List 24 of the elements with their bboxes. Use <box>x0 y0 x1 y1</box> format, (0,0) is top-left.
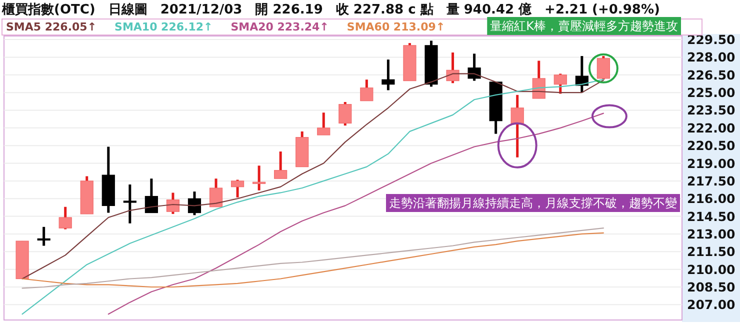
y-tick-label: 210.00 <box>687 262 736 277</box>
y-tick-label: 226.50 <box>687 67 736 82</box>
y-tick-label: 216.00 <box>687 191 736 206</box>
annotation: 走勢沿著翻揚月線持續走高，月線支撐不破，趨勢不變 <box>386 194 680 212</box>
y-tick-label: 213.00 <box>687 226 736 242</box>
annotation: 量縮紅K棒，賣壓減輕多方趨勢進攻 <box>487 17 681 35</box>
y-tick-label: 211.50 <box>687 244 736 260</box>
y-tick-label: 223.50 <box>687 102 736 118</box>
y-tick-label: 222.00 <box>687 120 736 136</box>
y-tick-label: 228.00 <box>687 50 736 65</box>
annotation: 走勢沿著翻揚月線持續走高，月線支撐不破，趨勢不變 <box>389 196 677 210</box>
text: SMA60 213.09↑ <box>346 20 446 34</box>
chart-title: 櫃買指數(OTC) 日線圖 2021/12/03 開 226.19 收 227.88 c 點 量 940.42 億 +2.21 (+0.98%) <box>1 2 660 18</box>
y-tick-label: 220.50 <box>687 138 736 154</box>
y-tick-label: 229.50 <box>687 32 736 48</box>
text: SMA20 223.24↑ <box>230 20 329 34</box>
text: SMA5 226.05↑ <box>6 20 97 34</box>
text: SMA10 226.12↑ <box>114 20 213 34</box>
y-tick-label: 217.50 <box>687 173 736 188</box>
y-tick-label: 207.00 <box>687 297 736 312</box>
y-tick-label: 208.50 <box>687 280 736 295</box>
y-tick-label: 219.00 <box>687 156 736 171</box>
y-tick-label: 214.50 <box>687 208 736 224</box>
y-tick-label: 225.00 <box>687 85 736 100</box>
